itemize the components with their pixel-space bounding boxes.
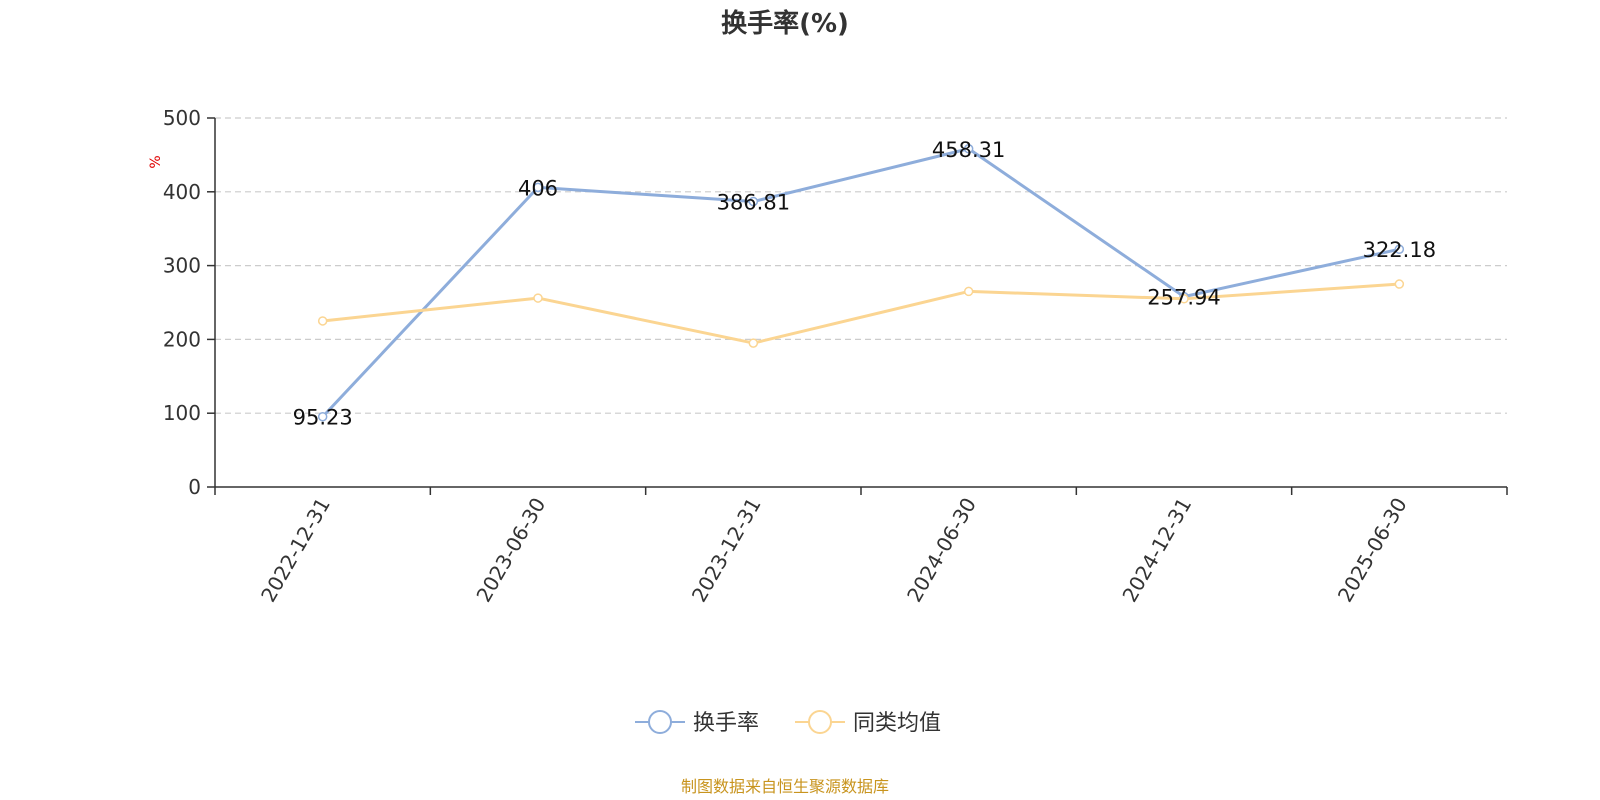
data-point bbox=[963, 144, 974, 154]
y-tick-label: 100 bbox=[163, 401, 201, 425]
legend-item-1[interactable]: 换手率 bbox=[635, 710, 759, 736]
legend-label: 同类均值 bbox=[853, 711, 941, 736]
y-tick-label: 300 bbox=[163, 254, 201, 278]
y-tick-label: 0 bbox=[188, 475, 201, 499]
x-tick-label: 2023-12-31 bbox=[687, 494, 766, 607]
legend-item-2[interactable]: 同类均值 bbox=[795, 710, 941, 736]
x-tick-label: 2024-06-30 bbox=[902, 494, 981, 607]
data-point bbox=[1394, 244, 1405, 254]
legend[interactable]: 换手率 同类均值 bbox=[635, 710, 941, 736]
chart-title: 换手率(%) bbox=[721, 8, 849, 39]
x-tick-label: 2025-06-30 bbox=[1333, 494, 1412, 607]
data-point bbox=[533, 182, 543, 193]
data-point bbox=[317, 316, 328, 326]
data-point bbox=[533, 293, 543, 303]
data-label: 406 bbox=[518, 176, 558, 200]
data-point bbox=[748, 338, 759, 348]
x-tick-label: 2023-06-30 bbox=[471, 494, 550, 607]
legend-label: 换手率 bbox=[693, 711, 759, 736]
data-point bbox=[1394, 279, 1405, 289]
source-note: 制图数据来自恒生聚源数据库 bbox=[681, 777, 889, 796]
data-label: 386.81 bbox=[717, 191, 790, 215]
x-tick-label: 2024-12-31 bbox=[1117, 494, 1196, 607]
y-tick-label: 500 bbox=[163, 106, 201, 130]
data-point bbox=[1179, 294, 1189, 304]
data-point bbox=[748, 196, 759, 207]
data-label: 95.23 bbox=[293, 406, 353, 430]
y-axis-unit: % bbox=[148, 155, 164, 168]
series-line-1 bbox=[321, 147, 1400, 418]
data-label: 322.18 bbox=[1363, 238, 1436, 262]
data-label: 257.94 bbox=[1147, 286, 1220, 310]
data-label: 458.31 bbox=[932, 138, 1005, 162]
y-tick-label: 400 bbox=[163, 180, 201, 204]
x-tick-label: 2022-12-31 bbox=[256, 494, 335, 607]
data-point bbox=[963, 286, 974, 297]
y-tick-label: 200 bbox=[163, 327, 201, 351]
legend-marker bbox=[648, 710, 672, 734]
legend-marker bbox=[808, 710, 832, 734]
grid-lines bbox=[215, 117, 1507, 414]
data-labels: 95.23 406 386.81 458.31 257.94 322.18 bbox=[293, 138, 1436, 430]
series-lines bbox=[317, 144, 1405, 422]
series-line-2 bbox=[322, 282, 1400, 345]
data-point bbox=[317, 411, 328, 422]
